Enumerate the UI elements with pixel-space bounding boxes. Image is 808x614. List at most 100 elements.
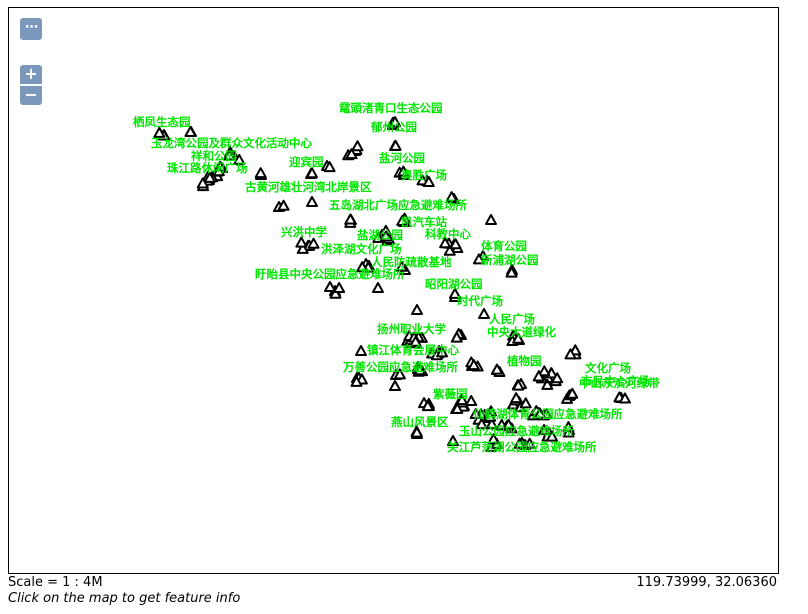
triangle-icon[interactable] (389, 139, 402, 151)
place-label: 体育公园 (481, 239, 527, 253)
triangle-icon[interactable] (505, 266, 518, 278)
triangle-icon[interactable] (212, 165, 225, 177)
triangle-icon[interactable] (389, 116, 402, 128)
triangle-icon[interactable] (467, 359, 480, 371)
triangle-icon[interactable] (447, 435, 459, 446)
place-label: 时代广场 (457, 294, 503, 308)
triangle-icon[interactable] (254, 167, 267, 179)
triangle-icon[interactable] (277, 199, 290, 211)
triangle-icon[interactable] (393, 368, 406, 380)
triangle-icon[interactable] (356, 261, 369, 273)
triangle-icon[interactable] (485, 418, 498, 430)
triangle-icon[interactable] (411, 304, 423, 315)
triangle-icon[interactable] (306, 167, 319, 179)
place-label: 洪泽湖文化广场 (321, 242, 402, 256)
triangle-icon[interactable] (512, 332, 525, 344)
place-label: 盐河公园 (379, 151, 425, 165)
triangle-icon[interactable] (512, 379, 525, 391)
triangle-icon[interactable] (538, 365, 551, 377)
triangle-icon[interactable] (395, 260, 408, 272)
triangle-icon[interactable] (510, 392, 523, 404)
triangle-icon[interactable] (450, 331, 463, 343)
triangle-icon[interactable] (566, 387, 579, 399)
place-label: 仙鹤湖体育公园应急避难场所 (473, 407, 623, 421)
triangle-icon[interactable] (396, 215, 409, 227)
triangle-icon[interactable] (397, 165, 410, 177)
triangle-icon[interactable] (618, 392, 631, 404)
triangle-icon[interactable] (502, 418, 515, 430)
triangle-icon[interactable] (449, 238, 462, 250)
marker-layer[interactable] (153, 116, 631, 453)
triangle-icon[interactable] (410, 426, 423, 438)
triangle-icon[interactable] (513, 437, 526, 449)
place-label: 人民防疏散基地 (371, 255, 452, 269)
triangle-icon[interactable] (409, 335, 422, 347)
triangle-icon[interactable] (439, 237, 452, 249)
triangle-icon[interactable] (532, 370, 545, 382)
triangle-icon[interactable] (389, 380, 401, 391)
triangle-icon[interactable] (307, 237, 320, 249)
triangle-icon[interactable] (413, 364, 426, 376)
triangle-icon[interactable] (422, 176, 435, 188)
layer-switcher-button[interactable]: ⋯ (20, 18, 42, 40)
triangle-icon[interactable] (295, 236, 308, 248)
triangle-icon[interactable] (333, 282, 346, 294)
triangle-icon[interactable] (491, 363, 504, 375)
triangle-icon[interactable] (296, 242, 309, 254)
triangle-icon[interactable] (472, 253, 485, 265)
triangle-icon[interactable] (564, 348, 577, 360)
place-label: 兴洪中学 (281, 225, 327, 239)
triangle-icon[interactable] (350, 375, 363, 387)
triangle-icon[interactable] (456, 394, 469, 406)
triangle-icon[interactable] (484, 410, 497, 422)
triangle-icon[interactable] (344, 213, 357, 225)
triangle-icon[interactable] (451, 402, 464, 414)
triangle-icon[interactable] (355, 345, 367, 356)
triangle-icon[interactable] (203, 171, 216, 183)
triangle-icon[interactable] (306, 196, 318, 207)
triangle-icon[interactable] (519, 397, 532, 409)
place-label: 玉龙湾公园及群众文化活动中心 (151, 136, 312, 150)
map-viewport[interactable]: 栖凤生态园 鼋頭渚青口生态公园 郁州公园 玉龙湾公园及群众文化活动中心 祥和公园 迎宾园 珠… (8, 7, 779, 574)
triangle-icon[interactable] (469, 407, 482, 419)
place-label: 植物园 (506, 354, 542, 368)
triangle-icon[interactable] (323, 161, 336, 173)
zoom-in-button[interactable]: + (20, 65, 42, 84)
triangle-icon[interactable] (379, 230, 392, 242)
zoom-out-button[interactable]: − (20, 86, 42, 105)
triangle-icon[interactable] (475, 418, 488, 430)
triangle-icon[interactable] (436, 346, 449, 358)
triangle-icon[interactable] (153, 126, 166, 138)
triangle-icon[interactable] (196, 177, 209, 189)
triangle-icon[interactable] (465, 395, 478, 407)
place-label: 迎宾园 (289, 155, 324, 169)
triangle-icon[interactable] (533, 407, 546, 419)
triangle-icon[interactable] (478, 308, 490, 319)
place-label: 扬州职业大学 (377, 322, 446, 336)
triangle-icon[interactable] (323, 280, 336, 292)
triangle-icon[interactable] (562, 421, 575, 433)
triangle-icon[interactable] (421, 400, 434, 412)
triangle-icon[interactable] (541, 378, 554, 390)
coordinate-readout: 119.73999, 32.06360 (636, 575, 777, 590)
triangle-icon[interactable] (487, 433, 500, 445)
triangle-icon[interactable] (233, 153, 246, 165)
triangle-icon[interactable] (551, 372, 564, 384)
triangle-icon[interactable] (329, 287, 342, 299)
triangle-icon[interactable] (351, 140, 364, 152)
triangle-icon[interactable] (372, 282, 384, 293)
triangle-icon[interactable] (485, 214, 497, 225)
triangle-icon[interactable] (546, 430, 559, 442)
place-label: 珠江路休闲广场 (167, 161, 248, 175)
triangle-icon[interactable] (448, 287, 461, 299)
triangle-icon[interactable] (184, 126, 197, 138)
triangle-icon[interactable] (445, 191, 458, 203)
triangle-icon[interactable] (443, 244, 456, 256)
triangle-icon[interactable] (345, 148, 358, 160)
place-label: 玉山公园应急避难场所 (459, 424, 574, 438)
triangle-icon[interactable] (223, 149, 236, 161)
place-label: 鼋頭渚青口生态公园 (338, 101, 443, 115)
place-label: 昭阳湖公园 (425, 277, 483, 291)
